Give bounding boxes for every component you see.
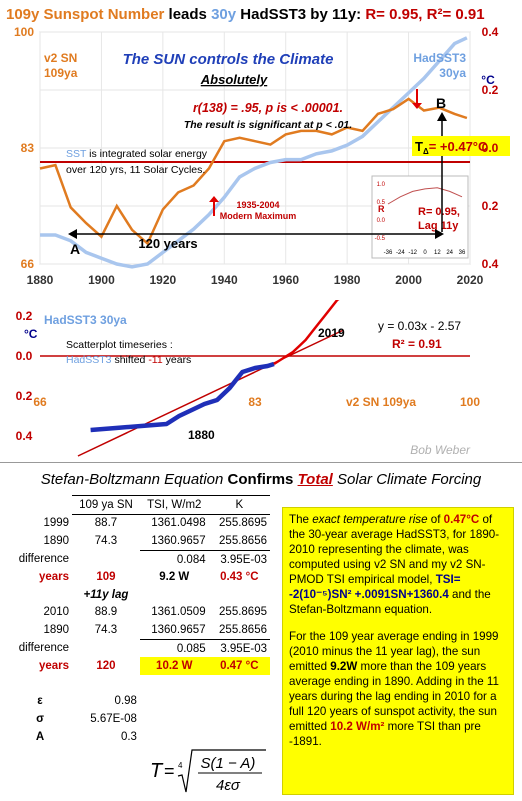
scatter-unit: °C bbox=[24, 327, 38, 341]
y-left-tick-label: 66 bbox=[21, 257, 35, 271]
scatter-y-tick: 0.4 bbox=[16, 429, 33, 443]
inset-x-tick: 24 bbox=[446, 250, 453, 256]
author: Bob Weber bbox=[410, 443, 471, 457]
span-label: 120 years bbox=[138, 236, 197, 251]
scatter-note-2: HadSST3 shifted -11 years bbox=[66, 354, 191, 366]
right-series-label: HadSST3 bbox=[413, 51, 466, 65]
scatter-x-tick: 83 bbox=[248, 395, 262, 409]
inset-x-tick: 12 bbox=[434, 250, 441, 256]
headline: The SUN controls the Climate bbox=[123, 51, 334, 68]
svg-text:R: R bbox=[378, 204, 385, 214]
x-tick-label: 2020 bbox=[457, 273, 484, 287]
inset-x-tick: -36 bbox=[384, 250, 393, 256]
constant-row: ε 0.98 bbox=[37, 695, 137, 708]
series-line-sunspot bbox=[39, 97, 468, 246]
inset-tick: 1.0 bbox=[377, 182, 386, 188]
year-start-label: 1880 bbox=[188, 428, 215, 442]
trendline bbox=[77, 329, 344, 457]
inset-r: R= 0.95, bbox=[418, 206, 460, 218]
svg-text:4εσ: 4εσ bbox=[216, 777, 241, 794]
table-row: years 109 9.2 W 0.43 °C bbox=[38, 571, 259, 584]
x-tick-label: 1960 bbox=[272, 273, 299, 287]
inset-lag: Lag 11y bbox=[418, 220, 459, 232]
subheadline: Absolutely bbox=[200, 72, 268, 87]
scatter-y-tick: 0.2 bbox=[16, 389, 33, 403]
trend-r2: R² = 0.91 bbox=[392, 337, 442, 351]
trend-equation: y = 0.03x - 2.57 bbox=[378, 319, 461, 333]
delta-label: TΔ= +0.47°C bbox=[415, 139, 488, 156]
svg-text:109y Sunspot Number leads 30y: 109y Sunspot Number leads 30y HadSST3 by… bbox=[6, 6, 485, 23]
scatter-x-tick: 66 bbox=[33, 395, 47, 409]
explanation-paragraph-2: For the 109 year average ending in 1999 … bbox=[289, 630, 499, 748]
y-left-tick-label: 83 bbox=[21, 141, 35, 155]
explanation-box: The exact temperature rise of 0.47°C of … bbox=[282, 507, 514, 795]
year-end-label: 2019 bbox=[318, 326, 345, 340]
svg-text:4: 4 bbox=[178, 761, 183, 770]
table-row: difference 0.085 3.95E-03 bbox=[18, 642, 267, 655]
y-right-tick-label: 0.0 bbox=[482, 141, 499, 155]
stat-line-2: The result is significant at p < .01. bbox=[184, 119, 352, 131]
x-axis-label: v2 SN 109ya bbox=[346, 395, 416, 409]
modern-max-arrow bbox=[209, 196, 219, 216]
modern-max-label-2: Modern Maximum bbox=[220, 211, 297, 221]
series-line-hadsst3 bbox=[40, 36, 468, 269]
x-tick-label: 1980 bbox=[334, 273, 361, 287]
table-row: 1890 74.3 1360.9657 255.8656 bbox=[8, 532, 270, 551]
constant-row: σ 5.67E-08 bbox=[36, 712, 137, 725]
y-right-tick-label: 0.2 bbox=[482, 83, 499, 97]
inset-tick: 0.5 bbox=[377, 200, 386, 206]
table-row: +11y lag bbox=[83, 588, 129, 601]
x-tick-label: 1900 bbox=[88, 273, 115, 287]
inset-tick: 0.0 bbox=[377, 218, 386, 224]
svg-text:=: = bbox=[164, 761, 175, 781]
sst-note-2: over 120 yrs, 11 Solar Cycles. bbox=[66, 164, 205, 176]
point-a: A bbox=[70, 241, 80, 257]
table-header: 109 ya SN TSI, W/m2 K bbox=[8, 495, 270, 515]
y-right-tick-label: 0.4 bbox=[482, 257, 499, 271]
explanation-paragraph-1: The exact temperature rise of 0.47°C of … bbox=[289, 513, 500, 616]
scatter-note-1: Scatterplot timeseries : bbox=[66, 339, 173, 351]
point-b: B bbox=[436, 95, 446, 111]
inset-x-tick: 36 bbox=[459, 250, 466, 256]
sst-note-1: SST is integrated solar energy bbox=[66, 148, 208, 160]
scatter-y-tick: 0.2 bbox=[16, 309, 33, 323]
stefan-boltzmann-panel: Stefan-Boltzmann Equation Confirms Total… bbox=[0, 462, 522, 801]
right-series-sub: 30ya bbox=[439, 66, 466, 80]
inset-x-tick: -12 bbox=[408, 250, 417, 256]
modern-max-label-1: 1935-2004 bbox=[236, 200, 279, 210]
x-tick-label: 2000 bbox=[395, 273, 422, 287]
inset-x-tick: -24 bbox=[396, 250, 405, 256]
y-right-tick-label: 0.2 bbox=[482, 199, 499, 213]
constant-row: A 0.3 bbox=[35, 730, 137, 743]
table-row: 2010 88.9 1361.0509 255.8695 bbox=[43, 606, 267, 619]
table-row: years 120 10.2 W 0.47 °C bbox=[8, 657, 270, 675]
x-tick-label: 1880 bbox=[27, 273, 54, 287]
stefan-boltzmann-equation: T = 4 S(1 − A) 4εσ bbox=[150, 749, 266, 794]
stat-line-1: r(138) = .95, p is < .00001. bbox=[193, 101, 343, 115]
y-left-tick-label: 100 bbox=[14, 26, 34, 39]
right-unit: °C bbox=[481, 73, 495, 87]
y-right-tick-label: 0.4 bbox=[482, 26, 499, 39]
panel-title: Stefan-Boltzmann Equation Confirms Total… bbox=[40, 471, 482, 488]
table-row: difference 0.084 3.95E-03 bbox=[18, 553, 267, 566]
svg-text:S(1 − A): S(1 − A) bbox=[201, 755, 256, 772]
inset-x-tick: 0 bbox=[423, 250, 427, 256]
scatter-x-tick: 100 bbox=[460, 395, 480, 409]
left-series-sub: 109ya bbox=[44, 66, 78, 80]
calculation-table: 109 ya SN TSI, W/m2 K 1999 88.7 1361.0498 255… bbox=[8, 495, 270, 745]
x-tick-label: 1940 bbox=[211, 273, 238, 287]
left-series-label: v2 SN bbox=[44, 51, 77, 65]
table-row: 1999 88.7 1361.0498 255.8695 bbox=[43, 517, 267, 530]
sunspot-sst-line-chart: v2 SN 109ya HadSST3 30ya °C The SUN cont… bbox=[14, 26, 510, 287]
table-row: 1890 74.3 1360.9657 255.8656 bbox=[8, 621, 270, 640]
cross-correlation-inset: R 1.0 0.5 0.0 -0.5 -36 -24 -12 0 12 24 36 R= 0… bbox=[371, 175, 469, 259]
inset-tick: -0.5 bbox=[375, 236, 386, 242]
x-tick-label: 1920 bbox=[150, 273, 177, 287]
scatter-y-tick: 0.0 bbox=[16, 349, 33, 363]
scatter-label: HadSST3 30ya bbox=[44, 313, 127, 327]
chart-title: 109y Sunspot Number leads 30y HadSST3 by… bbox=[6, 6, 485, 23]
peak-arrow bbox=[412, 89, 422, 109]
svg-text:T: T bbox=[150, 760, 164, 782]
